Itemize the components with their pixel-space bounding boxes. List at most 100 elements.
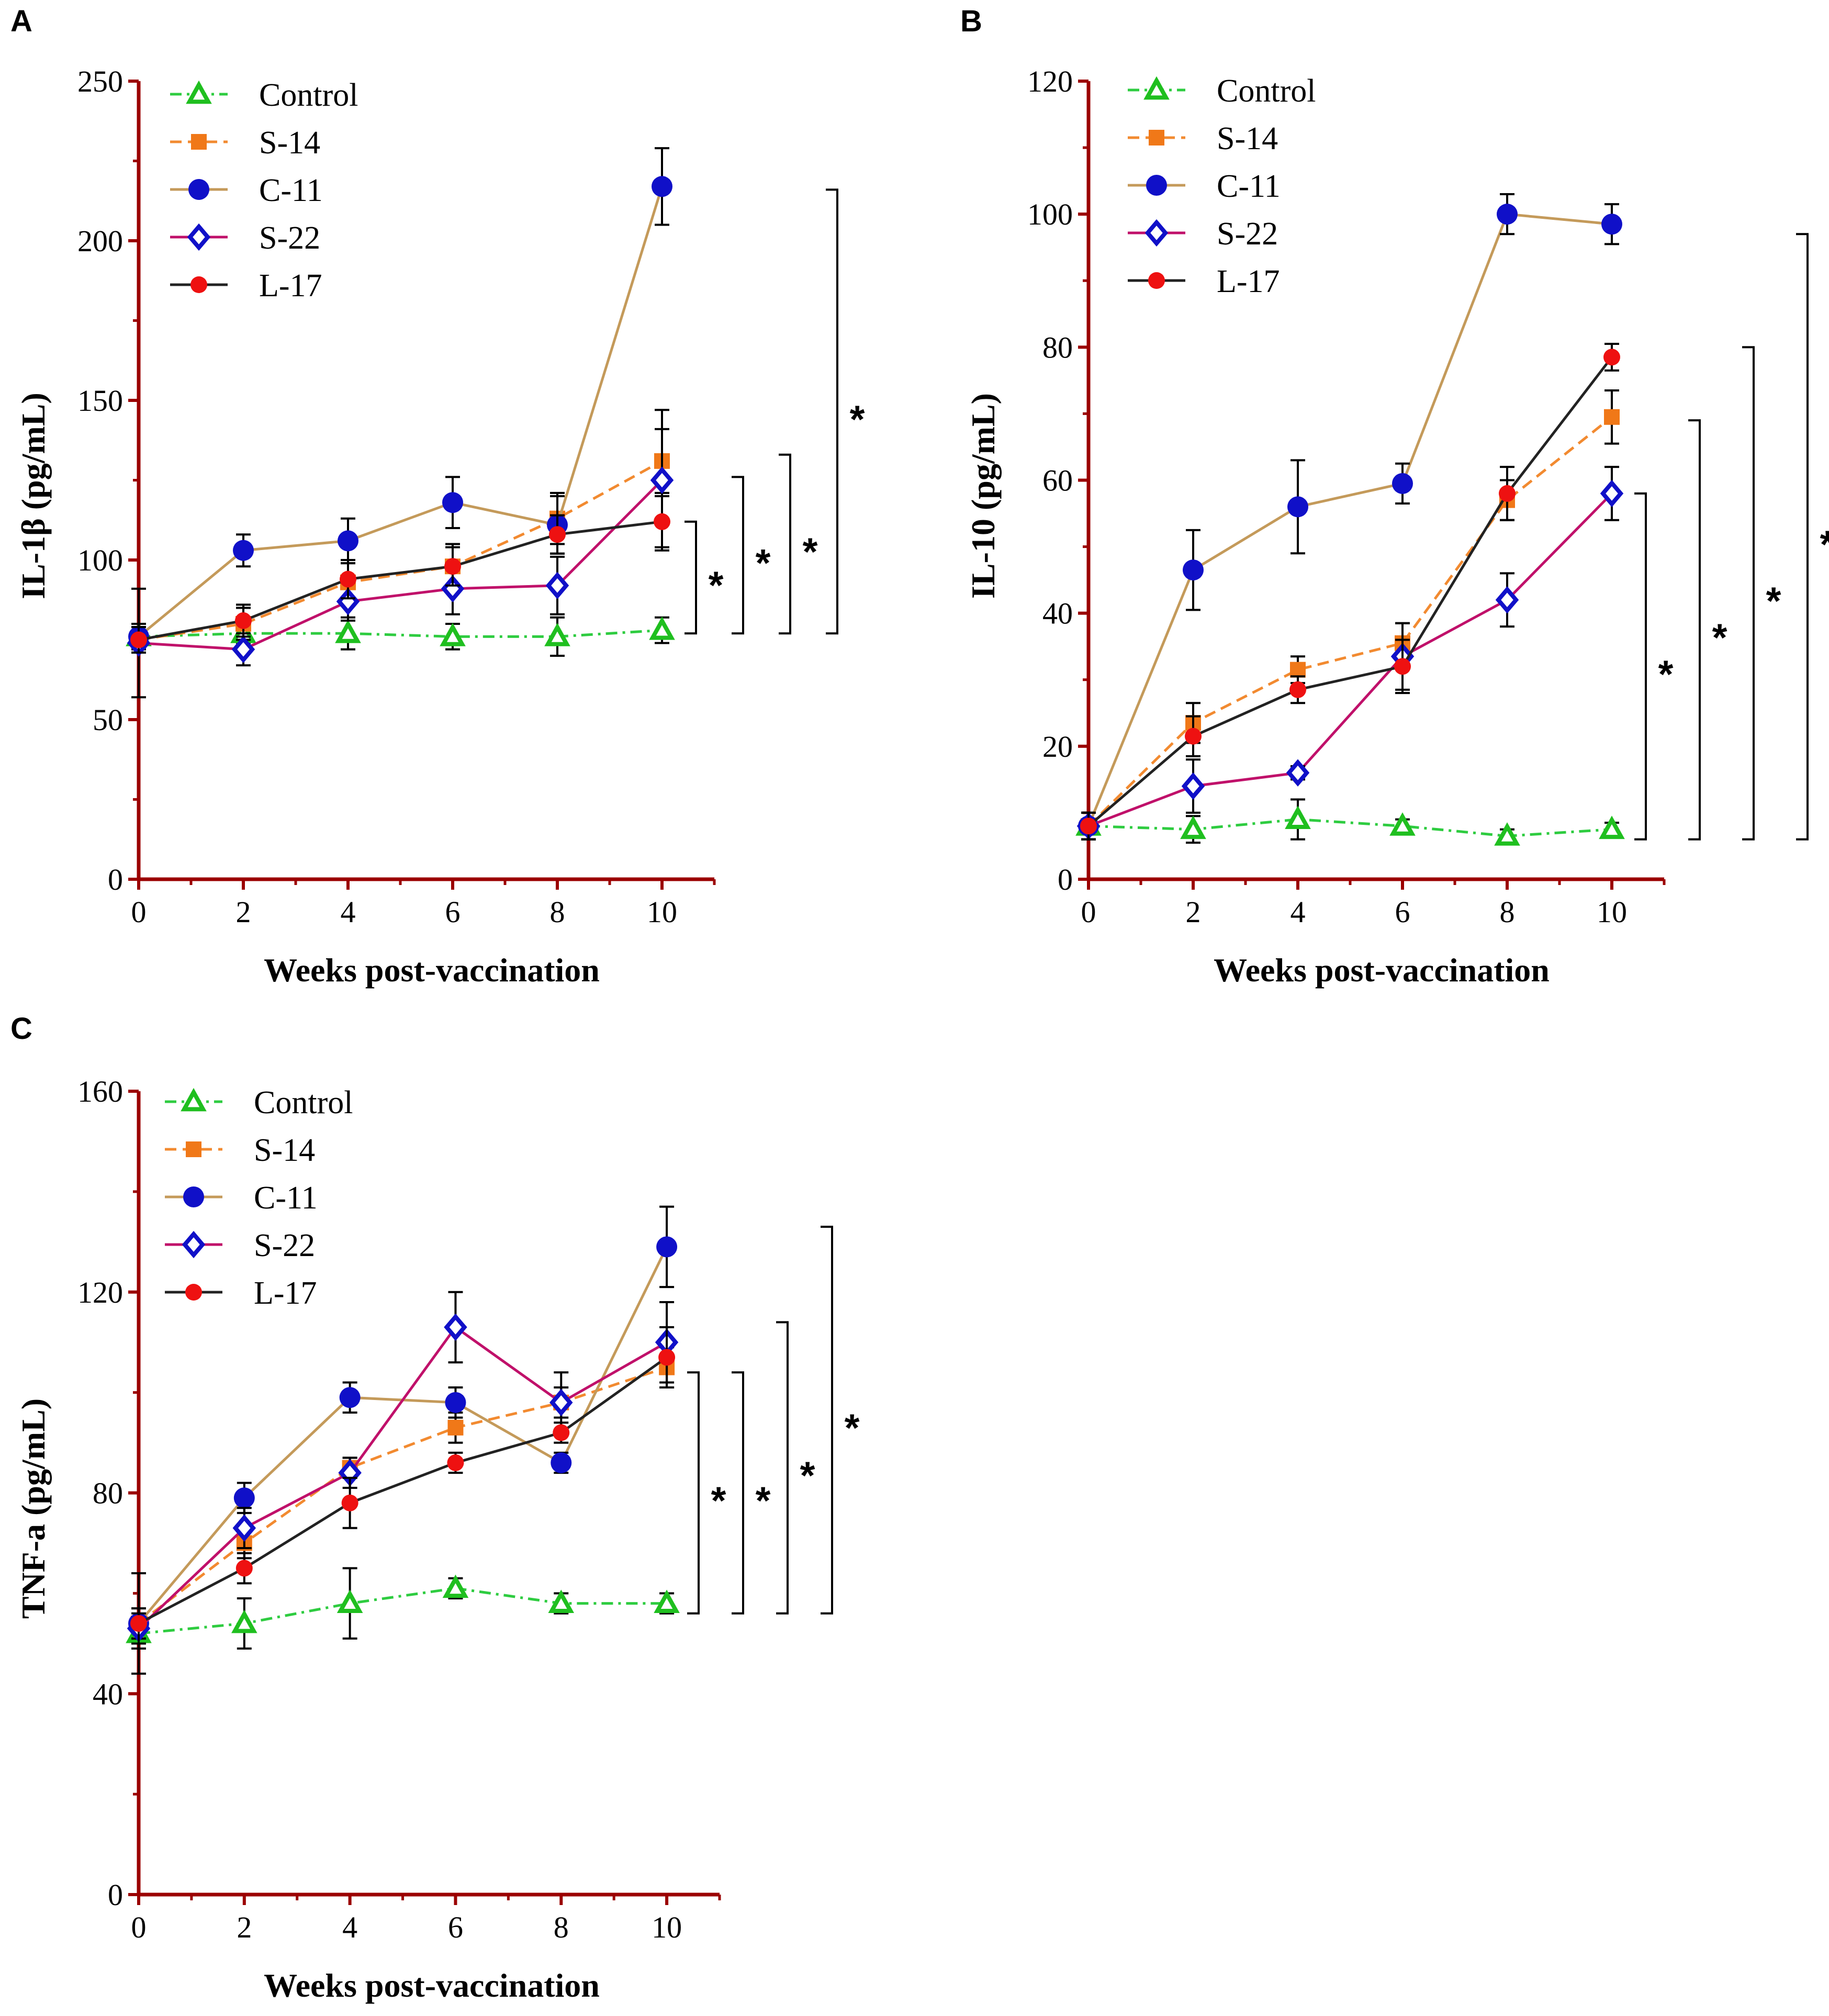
legend-label: L-17 bbox=[259, 268, 322, 304]
data-point bbox=[544, 623, 570, 646]
panel-b-chart: B 0 20 40 60 80 100 120 0 2 4 6 8 10 Weeks post-vaccin… bbox=[960, 4, 1829, 989]
legend-label: Control bbox=[254, 1085, 353, 1121]
y-tick-label: 120 bbox=[1027, 64, 1073, 98]
x-tick-label: 8 bbox=[1500, 895, 1515, 929]
significance-bracket: * bbox=[732, 1371, 771, 1615]
legend-marker bbox=[1143, 76, 1170, 100]
data-point bbox=[1603, 349, 1620, 366]
legend-label: S-22 bbox=[1217, 216, 1278, 252]
y-tick-label: 250 bbox=[77, 64, 123, 98]
x-tick-label: 4 bbox=[341, 895, 356, 929]
y-tick-label: 150 bbox=[77, 384, 123, 418]
legend-marker bbox=[1144, 219, 1169, 247]
data-point bbox=[1392, 473, 1413, 494]
series-line bbox=[138, 186, 664, 638]
data-point bbox=[1604, 409, 1620, 425]
series-line bbox=[1088, 818, 1612, 837]
series-line bbox=[138, 1325, 668, 1630]
data-point bbox=[1494, 822, 1520, 846]
data-point bbox=[1497, 204, 1518, 225]
series-line bbox=[138, 1587, 667, 1635]
y-tick-label: 40 bbox=[93, 1677, 123, 1711]
data-point bbox=[335, 620, 361, 643]
data-point bbox=[1185, 727, 1202, 745]
legend: Control S-14 C-11 S-22 L-17 bbox=[170, 77, 358, 304]
x-tick-label: 6 bbox=[448, 1910, 463, 1944]
legend-marker bbox=[182, 1230, 206, 1259]
significance-star: * bbox=[756, 1479, 771, 1522]
x-axis-title: Weeks post-vaccination bbox=[264, 1967, 600, 2004]
series-line bbox=[138, 460, 663, 641]
y-tick-label: 0 bbox=[108, 1878, 123, 1912]
bracket-line bbox=[776, 1321, 789, 1615]
legend-marker bbox=[183, 1186, 204, 1207]
significance-bracket: * bbox=[732, 476, 771, 635]
x-tick-label: 10 bbox=[1597, 895, 1627, 929]
panel-letter: B bbox=[960, 4, 982, 38]
significance-star: * bbox=[1712, 615, 1727, 659]
data-point bbox=[445, 1392, 466, 1413]
data-point bbox=[549, 1388, 573, 1416]
bracket-line bbox=[732, 1371, 744, 1615]
y-axis-title: IL-10 (pg/mL) bbox=[964, 393, 1002, 599]
data-point bbox=[1499, 485, 1516, 502]
legend-marker bbox=[188, 179, 209, 200]
data-point bbox=[235, 612, 252, 629]
significance-star: * bbox=[709, 564, 724, 607]
x-tick-label: 2 bbox=[1186, 895, 1201, 929]
y-tick-label: 100 bbox=[77, 543, 123, 577]
x-tick-label: 6 bbox=[445, 895, 461, 929]
y-tick-label: 160 bbox=[77, 1074, 123, 1108]
panel-letter: C bbox=[10, 1012, 32, 1046]
data-point bbox=[1181, 772, 1205, 800]
significance-star: * bbox=[1766, 579, 1781, 623]
bracket-line bbox=[1742, 346, 1755, 841]
data-point bbox=[339, 1387, 361, 1408]
bracket-line bbox=[685, 520, 697, 635]
data-point bbox=[1080, 817, 1097, 835]
significance-bracket: * bbox=[1634, 492, 1674, 841]
significance-bracket: * bbox=[685, 520, 724, 635]
legend-marker bbox=[191, 134, 207, 150]
legend-marker bbox=[186, 80, 212, 104]
y-tick-label: 0 bbox=[1058, 863, 1073, 897]
data-point bbox=[340, 570, 356, 588]
significance-star: * bbox=[803, 530, 818, 574]
series-l-17 bbox=[130, 1326, 676, 1675]
legend-marker bbox=[1146, 175, 1167, 196]
significance-bracket: * bbox=[779, 453, 818, 635]
series-l-17 bbox=[130, 495, 670, 654]
panel-letter: A bbox=[10, 4, 32, 38]
x-tick-label: 10 bbox=[652, 1910, 682, 1944]
legend-label: S-14 bbox=[254, 1133, 315, 1168]
x-tick-label: 4 bbox=[1291, 895, 1306, 929]
significance-star: * bbox=[756, 541, 771, 585]
data-point bbox=[1289, 681, 1306, 698]
data-point bbox=[444, 558, 461, 575]
significance-bracket: * bbox=[687, 1371, 726, 1615]
series-line bbox=[1087, 416, 1613, 827]
data-point bbox=[447, 1454, 464, 1471]
y-tick-label: 120 bbox=[77, 1275, 123, 1309]
x-tick-label: 10 bbox=[647, 895, 677, 929]
bracket-line bbox=[821, 1226, 833, 1615]
data-point bbox=[442, 492, 463, 513]
x-tick-label: 2 bbox=[237, 1910, 252, 1944]
series-line bbox=[138, 629, 663, 638]
legend: Control S-14 C-11 S-22 L-17 bbox=[165, 1085, 353, 1311]
x-tick-label: 2 bbox=[236, 895, 251, 929]
significance-star: * bbox=[850, 397, 865, 441]
data-point bbox=[341, 1494, 358, 1511]
y-tick-label: 50 bbox=[93, 703, 123, 737]
data-point bbox=[447, 1419, 464, 1436]
legend-label: S-14 bbox=[259, 125, 320, 161]
significance-star: * bbox=[711, 1479, 726, 1522]
legend-label: Control bbox=[259, 77, 358, 113]
significance-bracket: * bbox=[1796, 233, 1829, 841]
data-point bbox=[1183, 559, 1204, 581]
y-axis-title: TNF-a (pg/mL) bbox=[15, 1398, 52, 1619]
y-axis-title: IL-1β (pg/mL) bbox=[15, 393, 52, 599]
data-point bbox=[1286, 759, 1310, 787]
